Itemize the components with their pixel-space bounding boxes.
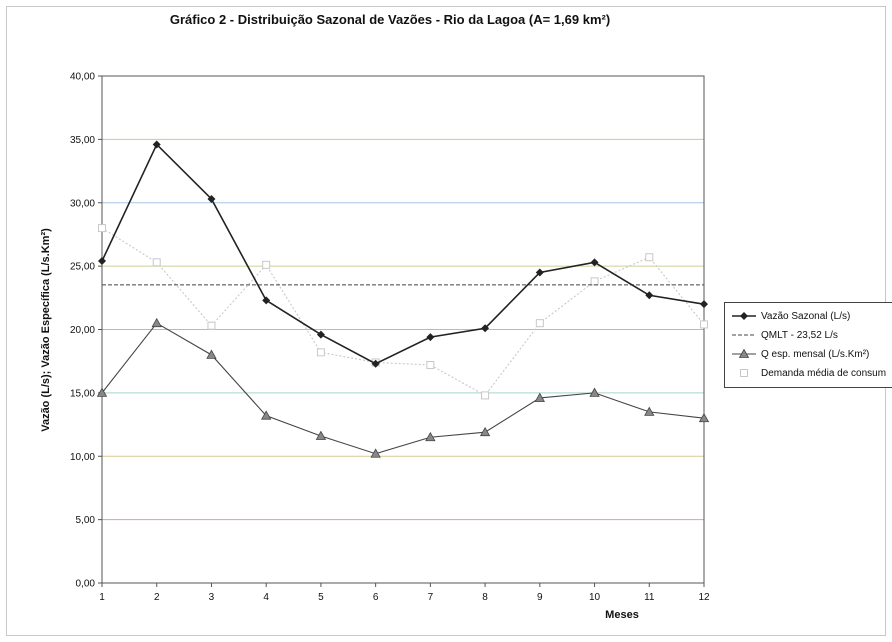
y-tick-label: 5,00 <box>76 515 96 526</box>
data-point <box>152 258 161 267</box>
x-tick-label: 3 <box>209 592 215 603</box>
legend-item: Vazão Sazonal (L/s) <box>731 307 850 325</box>
data-point <box>96 387 108 397</box>
data-point <box>426 333 435 342</box>
y-tick-label: 25,00 <box>70 262 95 273</box>
data-point <box>98 257 106 266</box>
legend-swatch <box>732 312 756 320</box>
legend-swatch-marker <box>740 312 748 320</box>
data-point <box>260 410 272 420</box>
series-4 <box>98 224 708 400</box>
series-lines <box>96 140 710 458</box>
data-point <box>534 392 546 402</box>
x-axis-label: Meses <box>605 609 639 621</box>
legend-item: QMLT - 23,52 L/s <box>731 326 838 344</box>
legend-swatch <box>732 334 756 336</box>
series-3 <box>96 317 710 458</box>
x-tick-label: 6 <box>373 592 379 603</box>
data-point <box>207 321 216 330</box>
y-tick-label: 30,00 <box>70 198 95 209</box>
series-1 <box>98 140 708 368</box>
data-point <box>481 391 490 400</box>
y-tick-label: 15,00 <box>70 388 95 399</box>
legend-swatch <box>732 348 756 358</box>
legend-swatch-marker <box>740 369 748 377</box>
data-point <box>206 349 217 359</box>
chart-title: Gráfico 2 - Distribuição Sazonal de Vazõ… <box>169 12 611 27</box>
data-point <box>151 317 162 328</box>
legend-item: Q esp. mensal (L/s.Km²) <box>731 345 869 363</box>
legend-swatch <box>740 369 748 377</box>
data-point <box>590 258 599 267</box>
x-tick-label: 9 <box>537 592 543 603</box>
x-tick-labels: 1 2 3 4 5 6 7 8 9 10 11 12 <box>99 583 710 603</box>
grid-lines <box>102 75 704 521</box>
legend-label: QMLT - 23,52 L/s <box>761 329 838 341</box>
data-point <box>262 296 271 305</box>
data-point <box>535 268 544 277</box>
y-tick-label: 35,00 <box>70 135 95 146</box>
data-point <box>207 194 216 203</box>
legend-swatch-marker <box>738 348 750 358</box>
x-tick-label: 2 <box>154 592 160 603</box>
legend-label: Vazão Sazonal (L/s) <box>761 310 851 322</box>
y-tick-label: 20,00 <box>70 325 95 336</box>
y-tick-label: 10,00 <box>70 452 95 463</box>
y-tick-label: 40,00 <box>70 72 95 83</box>
legend-item: Demanda média de consum <box>731 364 886 382</box>
x-tick-label: 8 <box>482 592 488 603</box>
data-point <box>370 448 381 458</box>
x-tick-label: 1 <box>99 592 105 603</box>
x-tick-label: 7 <box>428 592 434 603</box>
data-point <box>316 330 325 339</box>
data-point <box>700 320 708 329</box>
data-point <box>371 359 380 368</box>
x-tick-label: 5 <box>318 592 324 603</box>
legend: Vazão Sazonal (L/s) QMLT - 23,52 L/s Q esp… <box>724 302 892 388</box>
y-axis-label: Vazão (L/s); Vazão Específica (L/s.Km²) <box>40 228 52 432</box>
data-point <box>698 412 710 423</box>
legend-label: Q esp. mensal (L/s.Km²) <box>761 348 870 360</box>
data-point <box>152 140 161 149</box>
data-point <box>315 430 327 440</box>
y-tick-labels: 0,00 5,00 10,00 15,00 20,00 25,00 30,00 35,00 40… <box>70 72 102 590</box>
series-line <box>101 322 705 455</box>
x-tick-label: 11 <box>644 592 655 603</box>
data-point <box>426 360 435 369</box>
data-point <box>645 291 654 300</box>
data-point <box>479 426 491 437</box>
data-point <box>590 277 599 286</box>
data-point <box>481 324 490 333</box>
data-point <box>700 300 708 309</box>
data-point <box>644 406 655 416</box>
data-point <box>645 253 654 262</box>
series-line <box>101 227 705 397</box>
x-tick-label: 10 <box>589 592 601 603</box>
data-point <box>316 348 325 357</box>
data-point <box>425 431 436 442</box>
x-tick-label: 12 <box>698 592 710 603</box>
data-point <box>98 224 106 233</box>
data-point <box>589 387 600 397</box>
series-line <box>101 143 705 365</box>
y-tick-label: 0,00 <box>76 579 96 590</box>
data-point <box>262 260 271 269</box>
data-point <box>535 319 544 328</box>
x-tick-label: 4 <box>263 592 269 603</box>
legend-label: Demanda média de consum <box>761 367 887 379</box>
